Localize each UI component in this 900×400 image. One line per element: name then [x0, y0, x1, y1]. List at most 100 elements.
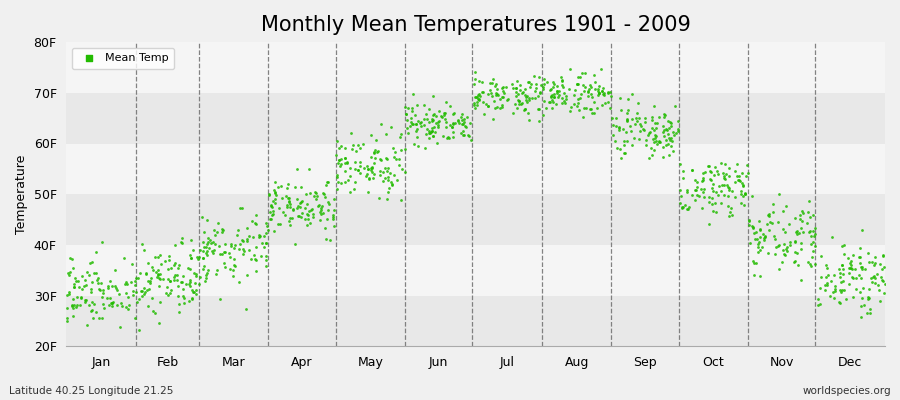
Point	[248, 244, 263, 250]
Point	[132, 326, 147, 333]
Point	[510, 78, 525, 84]
Point	[807, 232, 822, 239]
Point	[776, 208, 790, 215]
Point	[844, 274, 859, 280]
Point	[496, 88, 510, 94]
Point	[423, 129, 437, 136]
Point	[525, 95, 539, 101]
Point	[199, 250, 213, 256]
Point	[190, 254, 204, 260]
Point	[675, 204, 689, 210]
Point	[431, 124, 446, 131]
Point	[706, 207, 720, 214]
Point	[835, 286, 850, 293]
Point	[454, 130, 469, 137]
Point	[128, 282, 142, 288]
Point	[856, 285, 870, 291]
Point	[196, 255, 211, 261]
Point	[456, 128, 471, 134]
Point	[381, 189, 395, 195]
Point	[262, 191, 276, 198]
Point	[140, 287, 154, 294]
Point	[742, 218, 756, 224]
Point	[774, 259, 788, 265]
Point	[435, 114, 449, 120]
Point	[427, 110, 441, 117]
Point	[494, 84, 508, 91]
Point	[645, 136, 660, 143]
Point	[455, 132, 470, 139]
Point	[747, 260, 761, 266]
Point	[511, 91, 526, 98]
Point	[754, 244, 769, 250]
Point	[235, 237, 249, 244]
Point	[301, 216, 315, 222]
Point	[255, 240, 269, 246]
Point	[664, 122, 679, 129]
Point	[410, 134, 424, 140]
Point	[605, 115, 619, 121]
Point	[126, 288, 140, 294]
Point	[394, 147, 409, 154]
Point	[664, 120, 679, 126]
Point	[385, 181, 400, 187]
Point	[547, 94, 562, 100]
Point	[314, 207, 328, 214]
Point	[323, 237, 338, 243]
Point	[566, 92, 580, 98]
Point	[580, 89, 595, 95]
Point	[317, 190, 331, 197]
Point	[571, 81, 585, 87]
Point	[95, 294, 110, 300]
Point	[627, 120, 642, 127]
Point	[550, 90, 564, 96]
Point	[521, 96, 535, 103]
Point	[776, 247, 790, 253]
Point	[116, 255, 130, 262]
Point	[861, 296, 876, 302]
Point	[594, 66, 608, 72]
Point	[188, 271, 202, 277]
Point	[189, 272, 203, 279]
Point	[717, 161, 732, 168]
Point	[853, 274, 868, 281]
Point	[105, 303, 120, 309]
Point	[716, 170, 731, 176]
Point	[736, 182, 751, 188]
Point	[338, 179, 352, 185]
Point	[214, 251, 229, 257]
Point	[659, 126, 673, 132]
Point	[103, 295, 117, 301]
Point	[331, 156, 346, 163]
Point	[96, 287, 111, 294]
Point	[844, 265, 859, 271]
Point	[691, 192, 706, 199]
Point	[309, 188, 323, 195]
Point	[842, 264, 856, 271]
Point	[162, 253, 176, 260]
Point	[832, 266, 846, 272]
Point	[384, 182, 399, 188]
Point	[708, 209, 723, 216]
Point	[571, 96, 585, 102]
Point	[496, 94, 510, 100]
Point	[320, 207, 335, 213]
Point	[523, 84, 537, 90]
Point	[863, 310, 878, 316]
Point	[161, 276, 176, 282]
Point	[310, 193, 325, 200]
Point	[862, 294, 877, 301]
Point	[760, 250, 775, 256]
Point	[428, 129, 443, 136]
Point	[706, 188, 720, 194]
Point	[867, 273, 881, 279]
Point	[244, 255, 258, 262]
Point	[278, 192, 293, 199]
Point	[760, 212, 775, 218]
Point	[68, 302, 82, 308]
Point	[584, 94, 598, 100]
Point	[649, 133, 663, 140]
Point	[175, 235, 189, 242]
Point	[712, 182, 726, 189]
Point	[166, 277, 181, 283]
